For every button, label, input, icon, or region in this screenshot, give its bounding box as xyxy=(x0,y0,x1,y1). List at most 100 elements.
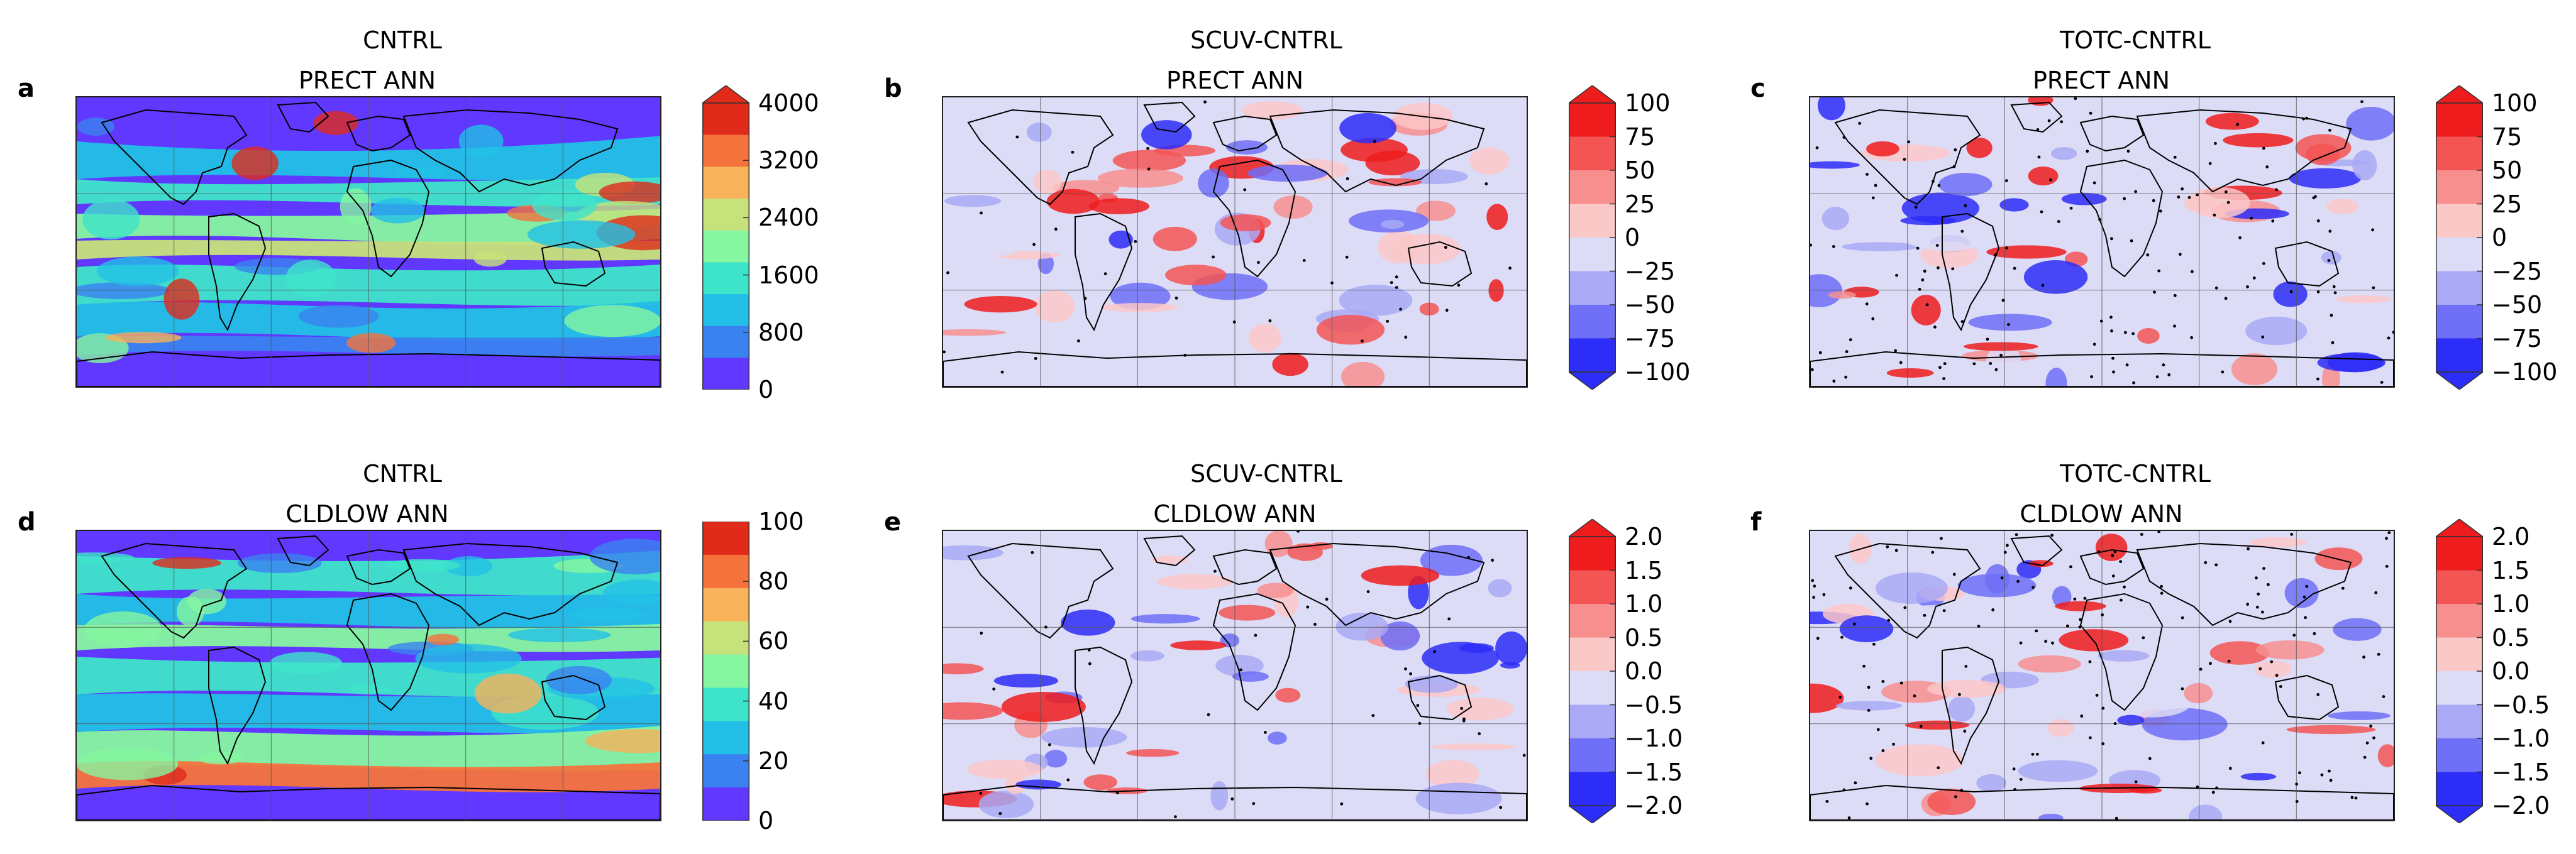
colorbar-tick-label: −2.0 xyxy=(1625,792,1683,819)
field-patch xyxy=(1446,698,1514,721)
field-patch xyxy=(415,643,522,674)
significance-dot xyxy=(2385,564,2389,568)
significance-dot xyxy=(1881,749,1885,752)
colorbar-swatch xyxy=(702,358,749,390)
significance-dot xyxy=(2041,283,2045,287)
significance-dot xyxy=(2099,319,2103,323)
field-patch xyxy=(1900,216,1956,226)
colorbar-swatch xyxy=(1569,704,1616,739)
significance-dot xyxy=(1404,336,1408,339)
field-patch xyxy=(1500,662,1520,669)
significance-dot xyxy=(2004,179,2008,182)
significance-dot xyxy=(2110,237,2113,241)
field-patch xyxy=(1378,230,1420,264)
field-patch xyxy=(532,190,597,221)
significance-dot xyxy=(2295,782,2299,786)
significance-dot xyxy=(2332,285,2336,288)
significance-dot xyxy=(2295,800,2299,803)
significance-dot xyxy=(2262,567,2265,570)
field-patch xyxy=(77,552,135,563)
significance-dot xyxy=(1849,338,1852,341)
coastline xyxy=(346,593,430,711)
significance-dot xyxy=(1994,253,1997,257)
coastline xyxy=(1212,115,1278,152)
significance-dot xyxy=(1212,255,1215,259)
field-patch xyxy=(77,282,170,299)
significance-dot xyxy=(1903,158,1906,161)
significance-dot xyxy=(2089,111,2092,115)
field-patch xyxy=(1335,612,1388,641)
significance-dot xyxy=(1812,596,1815,599)
significance-dot xyxy=(1478,732,1481,735)
field-patch xyxy=(84,611,162,648)
colorbar-swatch xyxy=(2436,338,2483,373)
significance-dot xyxy=(2312,196,2316,200)
significance-dot xyxy=(1263,731,1267,734)
significance-dot xyxy=(2238,236,2242,239)
significance-dot xyxy=(2211,791,2215,794)
colorbar-tick-label: −50 xyxy=(2492,291,2543,319)
significance-dot xyxy=(1015,135,1019,139)
significance-dot xyxy=(1076,339,1080,342)
significance-dot xyxy=(1373,140,1376,143)
significance-dot xyxy=(1989,362,1993,365)
colorbar-tick-label: 50 xyxy=(1625,156,1656,184)
significance-dot xyxy=(2181,187,2184,190)
significance-dot xyxy=(2101,706,2105,710)
significance-dot xyxy=(2126,150,2130,153)
field-patch xyxy=(2205,112,2259,130)
significance-dot xyxy=(2313,632,2316,635)
significance-dot xyxy=(2224,297,2228,300)
significance-dot xyxy=(2173,155,2177,159)
significance-dot xyxy=(1416,704,1420,708)
field-patch xyxy=(2255,660,2292,678)
field-patch xyxy=(370,197,425,224)
significance-dot xyxy=(1386,319,1390,323)
colorbar-swatch xyxy=(1569,604,1616,638)
significance-dot xyxy=(1854,781,1857,785)
colorbar-svg xyxy=(702,85,749,390)
significance-dot xyxy=(2080,714,2084,718)
significance-dot xyxy=(1867,709,1871,712)
significance-dot xyxy=(1894,549,1898,552)
significance-dot xyxy=(2157,269,2161,273)
significance-dot xyxy=(2019,777,2023,781)
field-patch xyxy=(1033,169,1062,194)
significance-dot xyxy=(1886,545,1889,549)
field-patch xyxy=(2117,714,2145,726)
colorbar-swatch xyxy=(702,787,749,821)
significance-dot xyxy=(1815,146,1819,150)
significance-dot xyxy=(1832,244,1835,248)
significance-dot xyxy=(2260,610,2264,614)
panel-title: TOTC-CNTRL xyxy=(2059,460,2211,488)
field-patch xyxy=(1380,219,1405,229)
coastline xyxy=(2274,674,2340,721)
field-patch xyxy=(2184,193,2216,212)
colorbar-swatch xyxy=(1569,103,1616,137)
coastline xyxy=(1407,674,1473,721)
field-patch xyxy=(2352,150,2377,180)
significance-dot xyxy=(2328,229,2332,233)
significance-dot xyxy=(2215,786,2219,790)
significance-dot xyxy=(2387,531,2391,535)
significance-dot xyxy=(2181,687,2184,691)
colorbar-swatch xyxy=(702,134,749,167)
panel-letter: c xyxy=(1750,74,1766,103)
colorbar-svg xyxy=(1569,85,1616,390)
significance-dot xyxy=(2331,341,2335,344)
significance-dot xyxy=(2209,662,2212,665)
significance-dot xyxy=(1034,357,1037,360)
colorbar-tick-label: 0.5 xyxy=(1625,623,1663,652)
significance-dot xyxy=(2187,195,2191,199)
panel-letter: a xyxy=(18,74,35,103)
significance-dot xyxy=(1916,246,1920,250)
colorbar-swatch xyxy=(2436,170,2483,204)
significance-dot xyxy=(2037,155,2041,159)
colorbar-swatch xyxy=(2436,103,2483,137)
significance-dot xyxy=(2225,190,2228,194)
field-patch xyxy=(1151,556,1188,564)
field-patch xyxy=(1215,654,1264,677)
significance-dot xyxy=(1957,693,1961,696)
colorbar-svg xyxy=(1569,519,1616,823)
field-patch xyxy=(2055,601,2106,611)
